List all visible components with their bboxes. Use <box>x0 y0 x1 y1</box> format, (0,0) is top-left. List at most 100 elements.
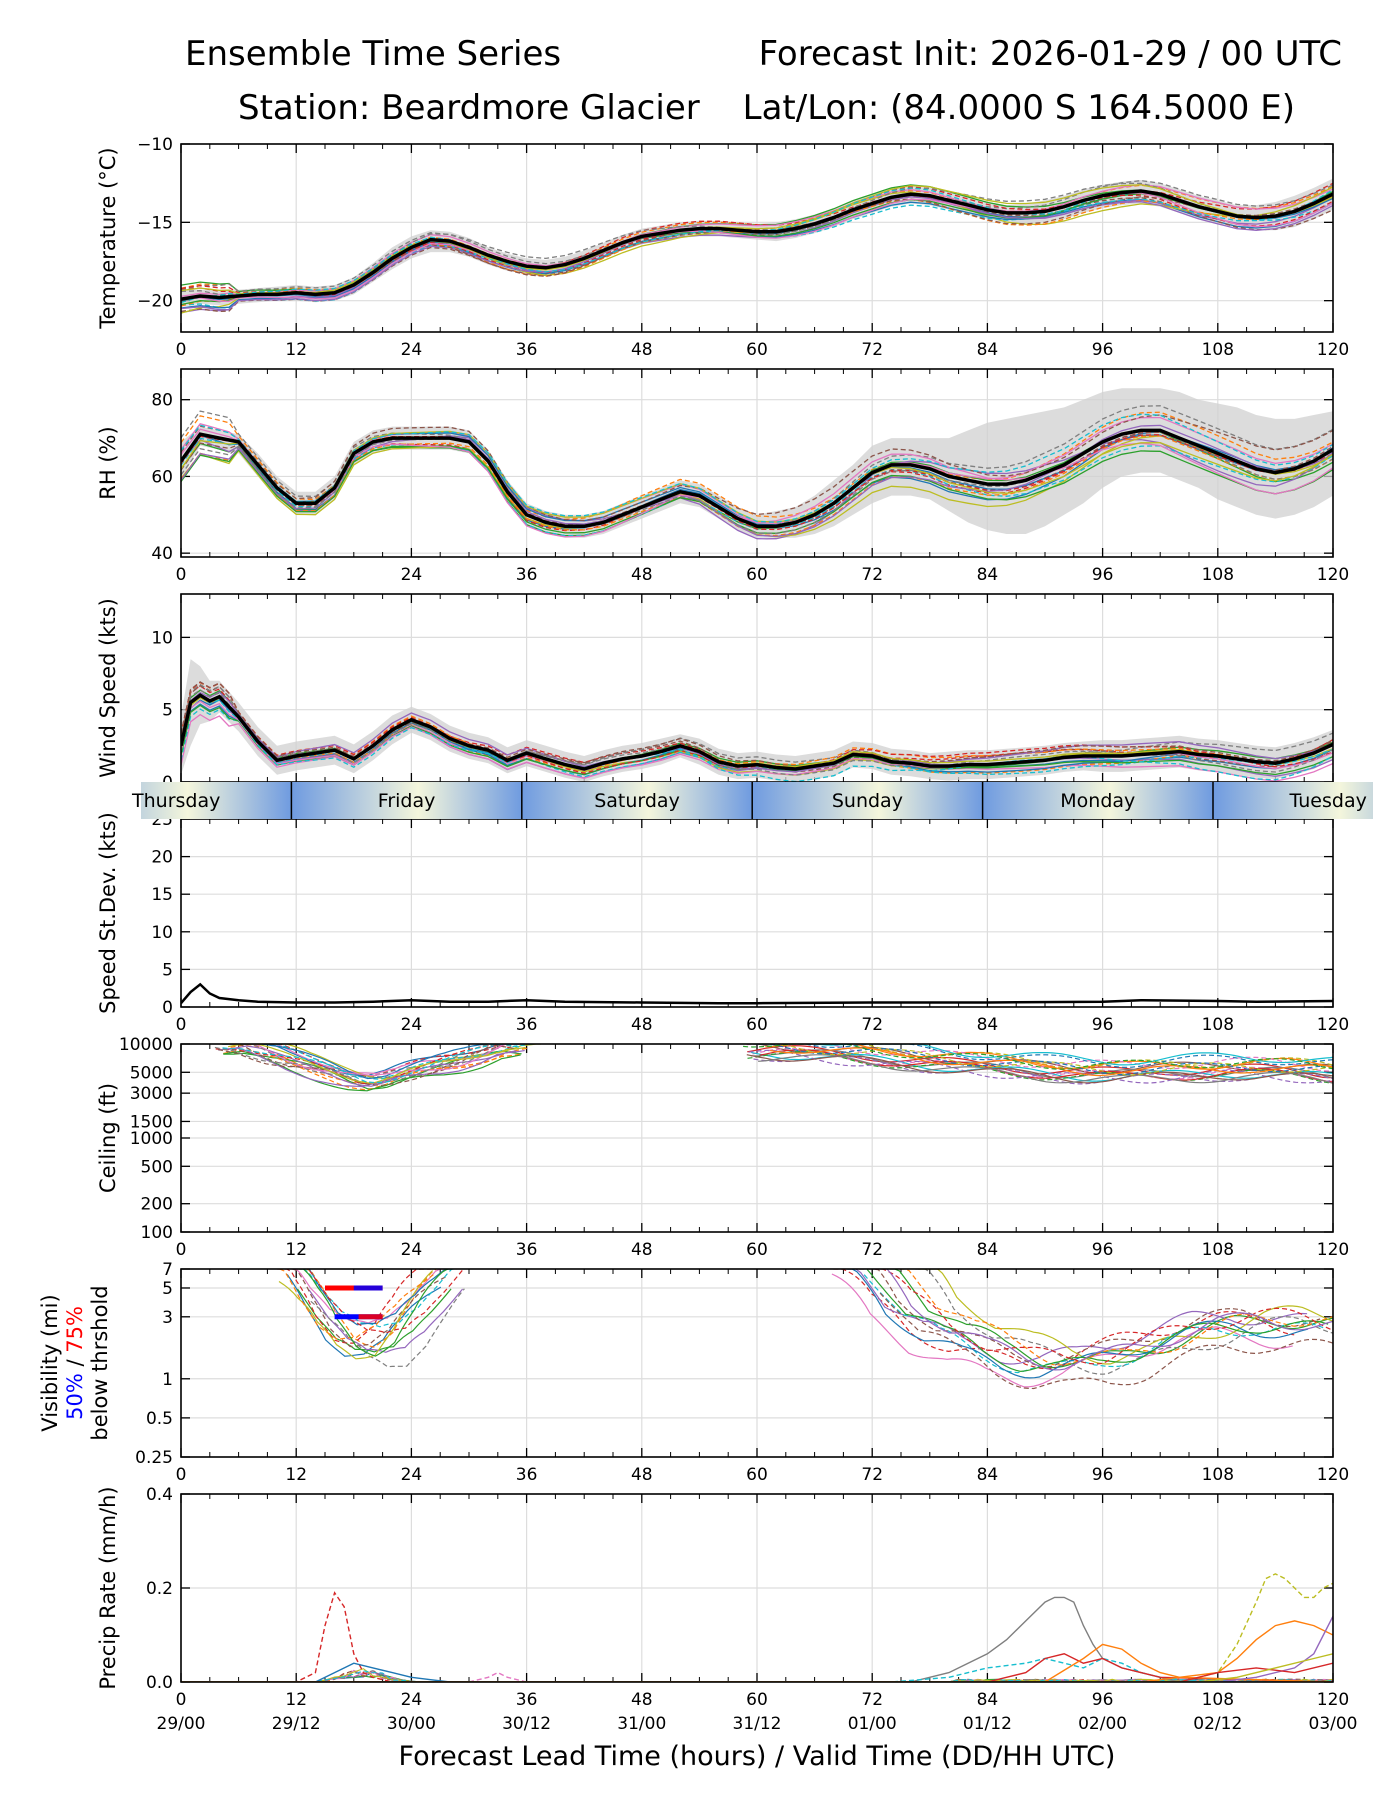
temperature-member-line <box>181 179 1333 292</box>
valid-time-label: 30/12 <box>502 1714 551 1734</box>
day-segment <box>982 782 1213 819</box>
speed_stdev-y-tick-label: 0 <box>162 998 173 1018</box>
visibility-x-tick-label: 24 <box>401 1465 423 1485</box>
speed_stdev-x-tick-label: 108 <box>1202 1015 1234 1035</box>
relative_humidity-x-tick-label: 0 <box>176 565 187 585</box>
visibility-x-tick-label: 12 <box>285 1465 307 1485</box>
day-band-inner <box>141 782 1373 819</box>
relative_humidity-x-tick-label: 84 <box>977 565 999 585</box>
visibility-member-line <box>866 1269 1329 1373</box>
precip-member-line <box>181 1653 1333 1682</box>
wind_speed-ylabel: Wind Speed (kts) <box>96 598 120 778</box>
ceiling-member-line <box>215 1044 514 1085</box>
valid-time-label: 02/00 <box>1078 1714 1127 1734</box>
speed_stdev-x-tick-label: 0 <box>176 1015 187 1035</box>
figure-title: Ensemble Time Series <box>185 34 562 74</box>
precip_rate-x-tick-label: 48 <box>631 1690 653 1710</box>
precip_rate-frame <box>180 1493 1334 1683</box>
temperature-y-tick-label: −15 <box>137 213 173 233</box>
relative_humidity-x-tick-label: 48 <box>631 565 653 585</box>
visibility-member-line <box>863 1274 1326 1374</box>
forecast-init-label: Forecast Init: 2026-01-29 / 00 UTC <box>758 34 1342 74</box>
temperature-x-tick-label: 48 <box>631 340 653 360</box>
ceiling-y-tick-label: 10000 <box>119 1035 173 1055</box>
station-label: Station: Beardmore Glacier <box>238 88 700 128</box>
ceiling-member-line <box>227 1044 526 1084</box>
visibility-members <box>277 1269 1333 1390</box>
visibility-x-tick-label: 120 <box>1317 1465 1349 1485</box>
temperature-x-tick-label: 72 <box>861 340 883 360</box>
precip-member-line <box>181 1662 1333 1682</box>
visibility-y-tick-label: 0.25 <box>135 1448 173 1468</box>
speed_stdev-x-tick-label: 12 <box>285 1015 307 1035</box>
relative_humidity-y-tick-label: 80 <box>151 391 173 411</box>
latlon-label: Lat/Lon: (84.0000 S 164.5000 E) <box>742 88 1295 128</box>
ceiling-member-line <box>753 1055 1333 1085</box>
ceiling-y-tick-label: 5000 <box>130 1063 173 1083</box>
visibility-x-tick-label: 96 <box>1092 1465 1114 1485</box>
precip-members <box>181 1573 1333 1682</box>
panel-precip_rate: 0 12 24 36 48 60 72 84 96 108 120 0.0 0.2 0.4 Precip R… <box>96 1485 1358 1734</box>
precip-member-line <box>181 1657 1333 1682</box>
visibility-member-line <box>872 1269 1333 1371</box>
ceiling-x-tick-label: 36 <box>516 1240 538 1260</box>
ceiling-frame <box>180 1043 1334 1233</box>
temperature-x-tick-label: 36 <box>516 340 538 360</box>
ceiling-x-tick-label: 72 <box>861 1240 883 1260</box>
wind_speed-minor-ticks <box>209 594 1305 782</box>
day-label-friday: Friday <box>378 790 436 812</box>
visibility-member-line <box>296 1269 451 1348</box>
relative_humidity-x-tick-label: 60 <box>746 565 768 585</box>
speed_stdev-ylabel: Speed St.Dev. (kts) <box>96 812 120 1014</box>
temperature-y-tick-label: −10 <box>137 135 173 155</box>
visibility-y-tick-label: 0.5 <box>146 1409 173 1429</box>
relative_humidity-minor-ticks <box>209 369 1305 557</box>
valid-time-label: 31/00 <box>617 1714 666 1734</box>
ceiling-member-line <box>217 1045 516 1087</box>
valid-time-label: 01/00 <box>848 1714 897 1734</box>
speed_stdev-x-tick-label: 72 <box>861 1015 883 1035</box>
visibility-frame <box>180 1268 1334 1458</box>
speed_stdev-x-tick-label: 96 <box>1092 1015 1114 1035</box>
day-segment <box>141 782 292 819</box>
visibility-y-tick-label: 7 <box>162 1260 173 1280</box>
relative_humidity-x-tick-label: 108 <box>1202 565 1234 585</box>
relative_humidity-y-tick-label: 60 <box>151 467 173 487</box>
speed_stdev-y-tick-label: 15 <box>151 885 173 905</box>
visibility-member-line <box>918 1269 1333 1365</box>
visibility-member-line <box>879 1292 1333 1390</box>
panel-wind_speed: 012243648607284961081200510Wind Speed (k… <box>96 593 1349 810</box>
precip_rate-y-tick-label: 0.0 <box>146 1673 173 1693</box>
temperature-x-tick-label: 84 <box>977 340 999 360</box>
valid-time-label: 29/12 <box>272 1714 321 1734</box>
valid-time-label: 02/12 <box>1193 1714 1242 1734</box>
day-label-monday: Monday <box>1060 790 1135 812</box>
precip-member-line <box>181 1662 1333 1682</box>
visibility-member-line <box>309 1269 464 1334</box>
temperature-x-tick-label: 0 <box>176 340 187 360</box>
temperature-mean-line <box>181 189 1333 301</box>
visibility-minor-ticks <box>209 1269 1305 1457</box>
valid-time-label: 01/12 <box>963 1714 1012 1734</box>
temperature-ylabel: Temperature (°C) <box>96 147 120 329</box>
ceiling-x-tick-label: 96 <box>1092 1240 1114 1260</box>
panel-relative_humidity: 0 12 24 36 48 60 72 84 96 108 120 40 60 80 RH (%) <box>96 368 1349 585</box>
speed_stdev-plot-area <box>181 982 1333 1005</box>
precip-member-line <box>181 1620 1333 1682</box>
visibility-ylabel-line3: below thrshold <box>88 1285 112 1440</box>
precip_rate-x-tick-label: 72 <box>861 1690 883 1710</box>
precip-member-line <box>181 1591 1333 1682</box>
precip_rate-x-tick-label: 84 <box>977 1690 999 1710</box>
relative_humidity-mean-line <box>181 428 1333 529</box>
precip-member-line <box>181 1670 1333 1682</box>
speed_stdev-y-tick-label: 20 <box>151 848 173 868</box>
ceiling-ylabel: Ceiling (ft) <box>96 1083 120 1193</box>
wind_speed-member-line <box>181 691 1333 773</box>
temperature-x-tick-label: 12 <box>285 340 307 360</box>
relative_humidity-x-tick-label: 24 <box>401 565 423 585</box>
day-label-tuesday: Tuesday <box>1289 790 1367 812</box>
ceiling-y-tick-label: 1000 <box>130 1129 173 1149</box>
visibility-member-line <box>873 1269 1333 1365</box>
visibility-y-tick-label: 5 <box>162 1279 173 1299</box>
relative_humidity-member-line <box>181 411 1333 520</box>
